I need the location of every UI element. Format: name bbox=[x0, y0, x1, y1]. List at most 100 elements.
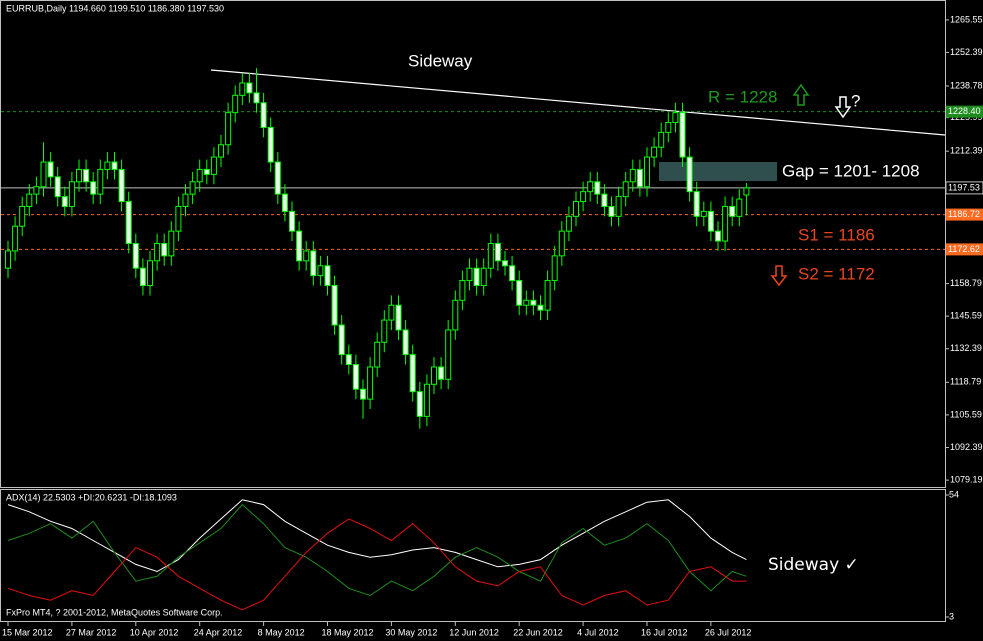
candle-body bbox=[601, 193, 608, 207]
candle-body bbox=[402, 329, 409, 356]
candle-body bbox=[530, 299, 537, 306]
x-tick-label: 18 May 2012 bbox=[322, 627, 374, 637]
y-tick-label: 1265.55 bbox=[950, 14, 983, 24]
candle-body bbox=[715, 230, 721, 242]
level-label: 1172.62 bbox=[948, 244, 980, 254]
candle-body bbox=[537, 304, 544, 311]
candle-body bbox=[452, 299, 459, 331]
level-label: 1228.40 bbox=[948, 106, 981, 116]
candle-body bbox=[175, 205, 182, 232]
x-tick-label: 26 Jul 2012 bbox=[705, 627, 752, 637]
y-tick-label: 1212.39 bbox=[950, 146, 983, 156]
candle-body bbox=[196, 168, 203, 183]
candle-body bbox=[274, 161, 281, 195]
candle-body bbox=[246, 82, 253, 94]
x-tick-label: 10 Apr 2012 bbox=[130, 627, 179, 637]
candle-body bbox=[296, 230, 303, 262]
candle-body bbox=[331, 284, 338, 326]
candle-body bbox=[61, 196, 68, 207]
candle-body bbox=[338, 324, 345, 356]
candle-body bbox=[26, 193, 33, 207]
candle-body bbox=[303, 250, 310, 262]
candle-body bbox=[608, 205, 615, 217]
candle-body bbox=[729, 205, 736, 217]
chart-header: EURRUB,Daily 1194.660 1199.510 1186.380 … bbox=[6, 3, 224, 13]
y-tick-label: 3 bbox=[949, 611, 954, 621]
candle-body bbox=[374, 341, 381, 368]
candle-body bbox=[544, 280, 551, 311]
x-tick-label: 8 May 2012 bbox=[258, 627, 305, 637]
candle-body bbox=[345, 354, 352, 366]
candle-body bbox=[516, 280, 523, 306]
candle-body bbox=[154, 243, 161, 262]
down-arrow bbox=[770, 265, 788, 287]
candle-body bbox=[502, 260, 508, 267]
candle-body bbox=[225, 112, 232, 146]
candle-body bbox=[551, 255, 558, 282]
candle-body bbox=[487, 243, 494, 269]
candle-body bbox=[352, 364, 359, 390]
candle-body bbox=[360, 388, 366, 400]
candle-body bbox=[622, 181, 629, 198]
candle-body bbox=[679, 112, 686, 158]
candle-body bbox=[260, 102, 267, 128]
candle-body bbox=[19, 205, 26, 227]
candle-body bbox=[459, 280, 466, 301]
candle-body bbox=[651, 146, 658, 158]
marks-layer: 1265.551252.391238.781225.991212.391158.… bbox=[1, 14, 983, 637]
x-tick-label: 30 May 2012 bbox=[385, 627, 437, 637]
candle-body bbox=[686, 156, 693, 193]
candle-body bbox=[76, 168, 82, 183]
candle-body bbox=[367, 366, 374, 400]
candle-body bbox=[700, 210, 707, 217]
x-tick-label: 24 Apr 2012 bbox=[194, 627, 243, 637]
x-tick-label: 27 Mar 2012 bbox=[66, 627, 117, 637]
y-tick-label: 1118.79 bbox=[950, 377, 981, 387]
level-label: 1186.72 bbox=[948, 209, 980, 219]
candle-body bbox=[693, 191, 700, 217]
candle-body bbox=[438, 366, 445, 380]
x-tick-label: 12 Jun 2012 bbox=[449, 627, 499, 637]
indicator-line bbox=[7, 503, 747, 597]
candle-body bbox=[203, 168, 210, 175]
candle-body bbox=[40, 161, 47, 188]
annotation: Gap = 1201- 1208 bbox=[782, 161, 920, 180]
y-tick-label: 1092.39 bbox=[950, 442, 983, 452]
candle-body bbox=[615, 196, 622, 217]
candle-body bbox=[431, 366, 437, 385]
candle-body bbox=[466, 267, 473, 282]
level-box bbox=[945, 181, 983, 195]
candle-body bbox=[210, 156, 217, 175]
candle-body bbox=[658, 131, 665, 148]
candle-body bbox=[644, 156, 650, 188]
candle-body bbox=[83, 168, 90, 183]
indicator-line bbox=[7, 518, 747, 611]
candle-body bbox=[707, 210, 714, 232]
candle-body bbox=[239, 82, 246, 96]
candle-body bbox=[672, 112, 679, 124]
candle-body bbox=[147, 260, 153, 286]
candle-body bbox=[267, 126, 274, 163]
candle-body bbox=[68, 181, 75, 207]
annotation: S2 = 1172 bbox=[798, 264, 875, 283]
candle-body bbox=[317, 265, 324, 277]
x-tick-label: 4 Jul 2012 bbox=[577, 627, 619, 637]
gap-zone bbox=[659, 162, 777, 181]
level-box bbox=[946, 105, 983, 118]
candle-body bbox=[218, 144, 224, 158]
candle-body bbox=[494, 243, 501, 262]
candle-body bbox=[132, 243, 139, 269]
candle-body bbox=[289, 210, 295, 232]
x-tick-label: 22 Jun 2012 bbox=[513, 627, 563, 637]
x-tick-label: 15 Mar 2012 bbox=[2, 627, 53, 637]
candle-body bbox=[480, 267, 487, 286]
candle-body bbox=[232, 94, 239, 114]
y-tick-label: 1132.39 bbox=[950, 343, 982, 353]
candle-body bbox=[104, 161, 111, 170]
candle-body bbox=[573, 201, 579, 217]
candle-body bbox=[587, 181, 594, 193]
candle-body bbox=[47, 161, 54, 178]
y-tick-label: 54 bbox=[949, 489, 959, 499]
